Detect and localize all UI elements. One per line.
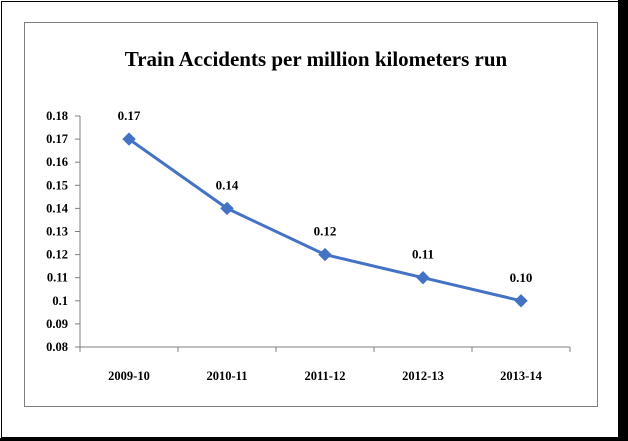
data-point-marker <box>318 247 332 262</box>
chart-title: Train Accidents per million kilometers r… <box>125 47 508 71</box>
y-tick-label: 0.15 <box>46 178 68 192</box>
data-point-marker <box>514 294 528 308</box>
y-tick-label: 0.13 <box>46 225 68 239</box>
data-label: 0.12 <box>314 224 337 239</box>
data-labels: 0.17 0.14 0.12 0.11 0.10 <box>118 108 533 285</box>
chart-area <box>24 22 598 407</box>
data-label: 0.14 <box>216 177 239 192</box>
y-tick-label: 0.1 <box>52 294 68 308</box>
markers <box>122 132 528 308</box>
data-point-marker <box>416 270 430 285</box>
series-line <box>128 137 522 303</box>
data-label: 0.10 <box>510 270 533 285</box>
y-tick-label: 0.12 <box>46 248 68 262</box>
y-tick-label: 0.17 <box>46 132 68 146</box>
x-tick-label: 2013-14 <box>500 369 542 383</box>
data-label: 0.11 <box>412 247 434 262</box>
y-tick-label: 0.18 <box>46 109 68 123</box>
y-tick-label: 0.08 <box>46 340 68 354</box>
x-tick-label: 2010-11 <box>207 369 248 383</box>
x-tick-label: 2009-10 <box>108 369 150 383</box>
y-axis-ticks: 0.08 0.09 0.1 0.11 0.12 0.13 0.14 0.15 0.16 0.17 0… <box>46 109 80 354</box>
y-tick-label: 0.11 <box>47 271 68 285</box>
data-point-marker <box>122 132 136 146</box>
frame-shadow-bottom <box>0 438 628 441</box>
data-label: 0.17 <box>118 108 141 123</box>
y-tick-label: 0.09 <box>46 317 68 331</box>
y-tick-label: 0.14 <box>46 201 69 215</box>
series <box>128 137 522 303</box>
x-axis-ticks: 2009-10 2010-11 2011-12 2012-13 2013-14 <box>79 347 571 383</box>
x-tick-label: 2012-13 <box>402 369 444 383</box>
y-tick-label: 0.16 <box>46 155 68 169</box>
x-tick-label: 2011-12 <box>305 369 346 383</box>
frame-shadow-right <box>618 0 628 441</box>
data-point-marker <box>220 201 234 216</box>
